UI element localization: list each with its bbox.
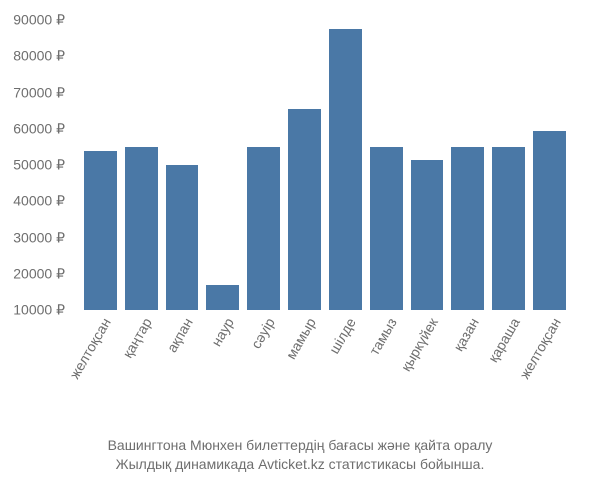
bar: [206, 285, 239, 310]
x-tick-label: ақпан: [166, 315, 199, 435]
bar: [125, 147, 158, 310]
caption-line-1: Вашингтона Мюнхен билеттердің бағасы жән…: [0, 436, 600, 456]
caption-line-2: Жылдық динамикада Avticket.kz статистика…: [0, 455, 600, 475]
y-tick-label: 20000 ₽: [13, 265, 65, 282]
y-tick-label: 50000 ₽: [13, 157, 65, 174]
y-tick-label: 70000 ₽: [13, 84, 65, 101]
x-tick-label: сәуір: [247, 315, 280, 435]
y-tick-label: 40000 ₽: [13, 193, 65, 210]
bar: [247, 147, 280, 310]
bar: [84, 151, 117, 311]
chart-caption: Вашингтона Мюнхен билеттердің бағасы жән…: [0, 436, 600, 475]
bar: [329, 29, 362, 310]
x-tick-label: шілде: [329, 315, 362, 435]
bar: [370, 147, 403, 310]
plot-area: 10000 ₽20000 ₽30000 ₽40000 ₽50000 ₽60000…: [75, 20, 575, 310]
y-tick-label: 10000 ₽: [13, 302, 65, 319]
y-axis: 10000 ₽20000 ₽30000 ₽40000 ₽50000 ₽60000…: [0, 20, 70, 310]
y-tick-label: 80000 ₽: [13, 48, 65, 65]
x-tick-label: қаңтар: [125, 315, 158, 435]
bar: [288, 109, 321, 310]
bar: [492, 147, 525, 310]
bar: [533, 131, 566, 310]
y-tick-label: 30000 ₽: [13, 229, 65, 246]
x-tick-label: желтоқсан: [533, 315, 566, 435]
x-tick-label: мамыр: [288, 315, 321, 435]
bar: [451, 147, 484, 310]
x-tick-label: қыркүйек: [411, 315, 444, 435]
x-tick-label: қазан: [451, 315, 484, 435]
bars-container: [75, 20, 575, 310]
x-tick-label: желтоқсан: [84, 315, 117, 435]
bar-chart: 10000 ₽20000 ₽30000 ₽40000 ₽50000 ₽60000…: [75, 20, 575, 350]
x-tick-label: наур: [206, 315, 239, 435]
bar: [411, 160, 444, 310]
x-tick-label: тамыз: [370, 315, 403, 435]
y-tick-label: 90000 ₽: [13, 12, 65, 29]
x-axis: желтоқсанқаңтарақпаннаурсәуірмамыршілдет…: [75, 315, 575, 435]
bar: [166, 165, 199, 310]
y-tick-label: 60000 ₽: [13, 120, 65, 137]
